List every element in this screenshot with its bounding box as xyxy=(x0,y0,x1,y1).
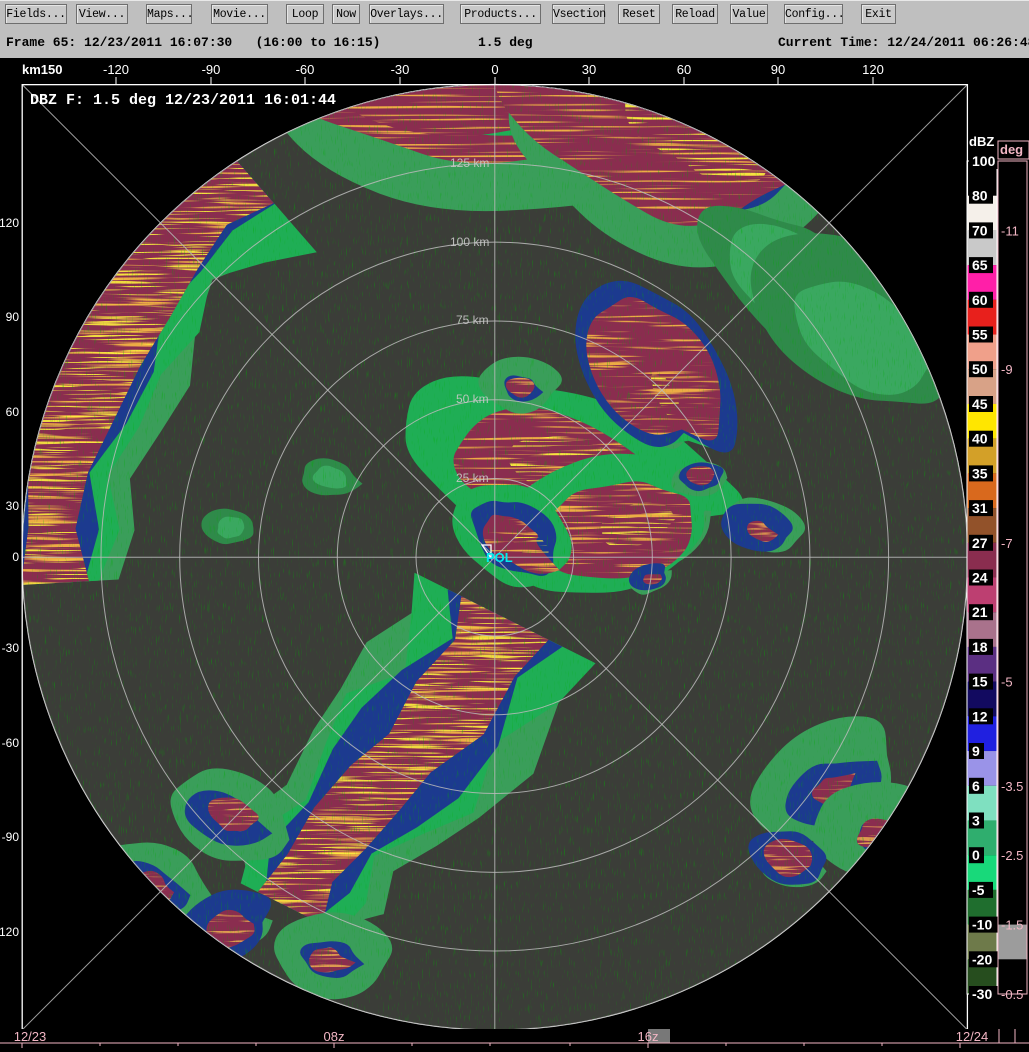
svg-text:31: 31 xyxy=(972,500,988,516)
svg-text:-7: -7 xyxy=(1001,536,1013,551)
svg-text:60: 60 xyxy=(677,62,691,77)
svg-text:-1.5: -1.5 xyxy=(1001,918,1023,933)
svg-text:120: 120 xyxy=(862,62,884,77)
svg-text:-60: -60 xyxy=(296,62,315,77)
svg-text:65: 65 xyxy=(972,257,988,273)
svg-text:80: 80 xyxy=(972,188,988,204)
svg-text:125 km: 125 km xyxy=(450,156,489,170)
svg-text:9: 9 xyxy=(972,743,980,759)
svg-text:27: 27 xyxy=(972,535,988,551)
svg-text:-90: -90 xyxy=(2,830,20,844)
svg-text:100: 100 xyxy=(972,153,996,169)
svg-text:75 km: 75 km xyxy=(456,313,489,327)
svg-text:-11: -11 xyxy=(1001,223,1019,238)
svg-text:-20: -20 xyxy=(972,951,992,967)
svg-text:21: 21 xyxy=(972,604,988,620)
svg-text:-3.5: -3.5 xyxy=(1001,779,1023,794)
svg-text:60: 60 xyxy=(972,292,988,308)
svg-text:-120: -120 xyxy=(0,925,19,939)
svg-text:45: 45 xyxy=(972,396,988,412)
svg-text:-9: -9 xyxy=(1001,362,1013,377)
svg-text:50 km: 50 km xyxy=(456,392,489,406)
svg-text:24: 24 xyxy=(972,570,988,586)
svg-text:18: 18 xyxy=(972,639,988,655)
svg-text:15: 15 xyxy=(972,674,988,690)
svg-text:40: 40 xyxy=(972,431,988,447)
svg-text:0: 0 xyxy=(491,62,498,77)
svg-text:-10: -10 xyxy=(972,917,992,933)
svg-text:50: 50 xyxy=(972,361,988,377)
svg-text:30: 30 xyxy=(6,499,20,513)
svg-text:-0.5: -0.5 xyxy=(1001,987,1023,1002)
svg-text:35: 35 xyxy=(972,465,988,481)
svg-text:-30: -30 xyxy=(972,986,992,1002)
svg-text:POL: POL xyxy=(486,550,513,565)
svg-text:25 km: 25 km xyxy=(456,471,489,485)
svg-text:100 km: 100 km xyxy=(450,235,489,249)
svg-text:-2.5: -2.5 xyxy=(1001,848,1023,863)
svg-text:-5: -5 xyxy=(1001,675,1013,690)
svg-text:-30: -30 xyxy=(2,641,20,655)
svg-text:90: 90 xyxy=(6,310,20,324)
svg-text:-90: -90 xyxy=(202,62,221,77)
svg-text:DBZ F: 1.5 deg 12/23/2011 16:0: DBZ F: 1.5 deg 12/23/2011 16:01:44 xyxy=(30,92,336,109)
svg-text:60: 60 xyxy=(6,405,20,419)
svg-text:-60: -60 xyxy=(2,736,20,750)
svg-text:30: 30 xyxy=(582,62,596,77)
svg-text:12/24: 12/24 xyxy=(956,1029,989,1044)
svg-text:55: 55 xyxy=(972,327,988,343)
svg-text:-30: -30 xyxy=(391,62,410,77)
svg-text:6: 6 xyxy=(972,778,980,794)
svg-text:90: 90 xyxy=(771,62,785,77)
svg-text:3: 3 xyxy=(972,813,980,829)
svg-text:120: 120 xyxy=(0,216,19,230)
svg-text:16z: 16z xyxy=(638,1029,659,1044)
svg-text:-5: -5 xyxy=(972,882,985,898)
svg-text:0: 0 xyxy=(972,847,980,863)
svg-text:08z: 08z xyxy=(324,1029,345,1044)
svg-text:70: 70 xyxy=(972,222,988,238)
svg-text:-120: -120 xyxy=(103,62,129,77)
svg-text:12: 12 xyxy=(972,708,988,724)
svg-text:0: 0 xyxy=(12,550,19,564)
svg-text:dBZ: dBZ xyxy=(969,134,994,149)
svg-text:12/23: 12/23 xyxy=(14,1029,47,1044)
svg-text:deg: deg xyxy=(1000,142,1023,157)
svg-text:km150: km150 xyxy=(22,62,62,77)
